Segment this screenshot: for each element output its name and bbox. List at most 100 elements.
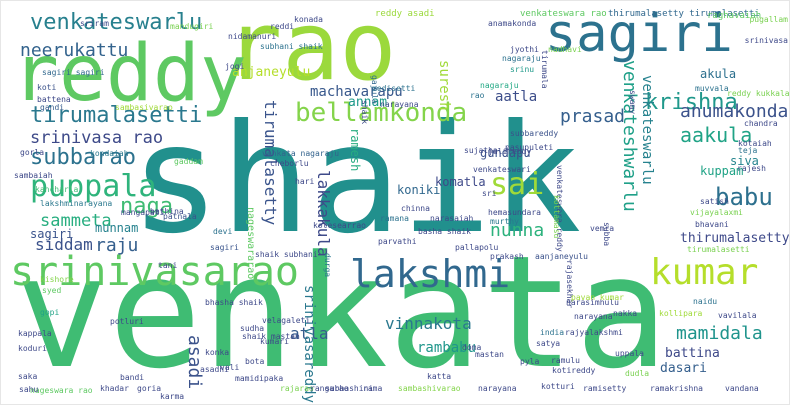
word-45: atla xyxy=(290,324,329,343)
word-101: prakash xyxy=(490,252,524,261)
word-136: subhashini xyxy=(325,384,374,393)
word-160: parvathi xyxy=(378,237,417,246)
word-50: ramesh xyxy=(348,128,362,172)
word-56: raghavaiah xyxy=(707,11,762,21)
word-181: kottamasu xyxy=(552,195,561,239)
word-170: reddi xyxy=(270,22,295,31)
word-113: shaik mastan xyxy=(242,332,300,341)
word-21: aakula xyxy=(680,123,753,147)
word-31: anjaneyulu xyxy=(232,65,311,80)
word-157: sri xyxy=(482,189,497,198)
word-6: lakshmi xyxy=(350,252,511,296)
word-80: nageswararao xyxy=(245,207,256,280)
word-133: nageswara rao xyxy=(30,386,93,395)
word-2: rao xyxy=(225,0,397,102)
word-60: srinu xyxy=(510,65,535,74)
word-9: neerukattu xyxy=(20,40,129,61)
word-36: komatla xyxy=(435,175,486,189)
word-106: nakka xyxy=(613,309,638,318)
word-163: gorla xyxy=(20,148,45,157)
word-135: rangarao xyxy=(310,384,349,393)
word-30: machavarapu xyxy=(310,84,403,100)
word-177: katta xyxy=(427,372,452,381)
word-115: sudha xyxy=(240,324,265,333)
word-146: rao xyxy=(470,91,485,100)
word-78: sambaiah xyxy=(14,171,53,180)
word-40: kuppam xyxy=(700,164,744,178)
word-58: jyothi xyxy=(510,45,539,54)
word-13: anumakonda xyxy=(680,101,789,122)
word-73: gandi xyxy=(40,103,65,112)
word-5: srinivasarao xyxy=(10,249,299,295)
word-150: vijayalaxmi xyxy=(690,208,743,217)
word-26: lakkakula xyxy=(314,170,333,257)
word-131: khadar xyxy=(100,384,129,393)
word-57: srinivasa xyxy=(744,36,788,45)
word-180: rajasekhar xyxy=(565,260,574,309)
word-41: thirumalasetty xyxy=(680,231,790,246)
word-116: bota xyxy=(245,357,265,366)
word-43: mamidala xyxy=(676,323,763,344)
word-42: vinnakota xyxy=(385,314,472,333)
word-137: rama xyxy=(363,384,383,393)
word-12: krishna xyxy=(645,90,738,115)
word-169: konada xyxy=(294,15,323,24)
word-96: narasaiah xyxy=(430,214,474,223)
word-166: sriram xyxy=(80,19,109,28)
word-153: teja xyxy=(738,146,758,155)
word-175: tirumala xyxy=(540,50,549,89)
word-178: swamy xyxy=(628,90,637,115)
word-83: shaik subhani xyxy=(255,250,318,259)
word-84: kishore xyxy=(40,275,74,284)
word-138: sambashivarao xyxy=(398,384,461,393)
word-156: venkateswari xyxy=(473,165,531,174)
word-90: koduri xyxy=(18,344,47,353)
word-168: jogi xyxy=(225,62,245,71)
word-52: sagiri xyxy=(30,227,74,241)
word-17: sai xyxy=(490,167,545,202)
word-14: srinivasa rao xyxy=(30,128,164,148)
word-172: nadhavi xyxy=(548,45,582,54)
word-155: chandra xyxy=(744,119,778,128)
word-72: battena xyxy=(37,95,71,104)
word-107: vavilala xyxy=(718,311,757,320)
word-24: venkateswarlu xyxy=(639,75,655,185)
word-92: bathina xyxy=(150,207,184,216)
word-118: rajyalakshmi xyxy=(565,328,623,337)
word-102: aanjaneyulu xyxy=(535,252,588,261)
word-149: durga xyxy=(323,253,332,278)
word-127: asadhi xyxy=(200,365,229,374)
word-35: akula xyxy=(700,67,737,81)
word-171: narayana xyxy=(380,100,419,109)
word-3: reddy xyxy=(12,29,247,119)
word-89: kappala xyxy=(18,329,52,338)
word-105: narayana xyxy=(574,312,613,321)
word-114: konka xyxy=(205,348,230,357)
word-117: india xyxy=(540,328,565,337)
word-148: hari xyxy=(295,177,315,186)
word-139: narayana xyxy=(478,384,517,393)
word-8: venkateswarlu xyxy=(30,10,203,35)
word-10: tirumalasetti xyxy=(30,103,203,128)
word-108: kollipara xyxy=(659,309,703,318)
word-165: pugallam xyxy=(749,15,788,24)
word-103: tirumalasetti xyxy=(687,245,750,254)
word-70: sagiri sagiri xyxy=(42,68,105,77)
word-144: saka xyxy=(18,372,38,381)
word-64: nidamanuri xyxy=(228,32,277,41)
word-111: velagaleti xyxy=(262,316,311,325)
word-71: koti xyxy=(37,83,57,92)
word-74: sambasivarao xyxy=(115,103,173,112)
word-44: asadi xyxy=(184,335,205,390)
word-123: ramulu xyxy=(551,356,580,365)
word-16: puppala xyxy=(30,169,157,204)
word-67: medisetti xyxy=(372,84,416,93)
word-65: subhani shaik xyxy=(260,42,323,51)
word-94: chinna xyxy=(401,204,430,213)
word-22: sammeta xyxy=(40,211,112,231)
word-68: nagaraju xyxy=(480,81,519,90)
word-62: kotaiah xyxy=(738,139,772,148)
word-151: bhavani xyxy=(695,220,729,229)
word-91: patnala xyxy=(163,212,197,221)
word-51: munnam xyxy=(95,221,139,235)
